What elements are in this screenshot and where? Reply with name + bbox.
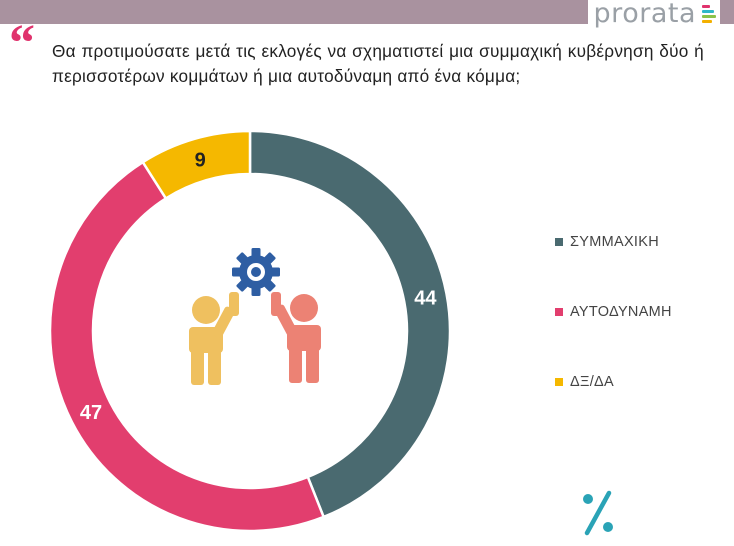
legend-item: ΔΞ/ΔΑ xyxy=(555,374,614,390)
brand-bars-icon xyxy=(702,3,716,25)
brand-logo: prorata xyxy=(587,0,720,29)
person-right-icon xyxy=(271,292,321,383)
legend-swatch xyxy=(555,378,563,386)
legend-label: ΑΥΤΟΔΥΝΑΜΗ xyxy=(570,304,672,320)
slice-2 xyxy=(141,129,252,201)
brand-bar xyxy=(702,15,716,18)
slice-value-label: 9 xyxy=(195,150,206,172)
slice-0 xyxy=(248,129,452,519)
brand-bar xyxy=(702,20,712,23)
legend-label: ΣΥΜΜΑΧΙΚΗ xyxy=(570,234,660,250)
slice-1 xyxy=(48,160,326,533)
percent-icon xyxy=(583,490,613,536)
person-left-icon xyxy=(189,292,239,385)
brand-bar xyxy=(702,10,714,13)
legend-item: ΑΥΤΟΔΥΝΑΜΗ xyxy=(555,304,672,320)
question-text: Θα προτιμούσατε μετά τις εκλογές να σχημ… xyxy=(52,41,704,86)
legend-swatch xyxy=(555,238,563,246)
quote-mark-icon: “ xyxy=(9,15,35,72)
slice-value-label: 47 xyxy=(80,402,102,424)
legend-swatch xyxy=(555,308,563,316)
teamwork-illustration xyxy=(189,248,321,385)
gear-icon xyxy=(232,248,280,296)
slice-value-label: 44 xyxy=(414,288,437,310)
chart-slices xyxy=(48,129,452,533)
legend-item: ΣΥΜΜΑΧΙΚΗ xyxy=(555,234,659,250)
brand-bar xyxy=(702,5,710,8)
chart-data-labels: 44 47 9 xyxy=(80,150,438,424)
brand-name: prorata xyxy=(593,0,696,29)
legend-label: ΔΞ/ΔΑ xyxy=(570,374,614,390)
